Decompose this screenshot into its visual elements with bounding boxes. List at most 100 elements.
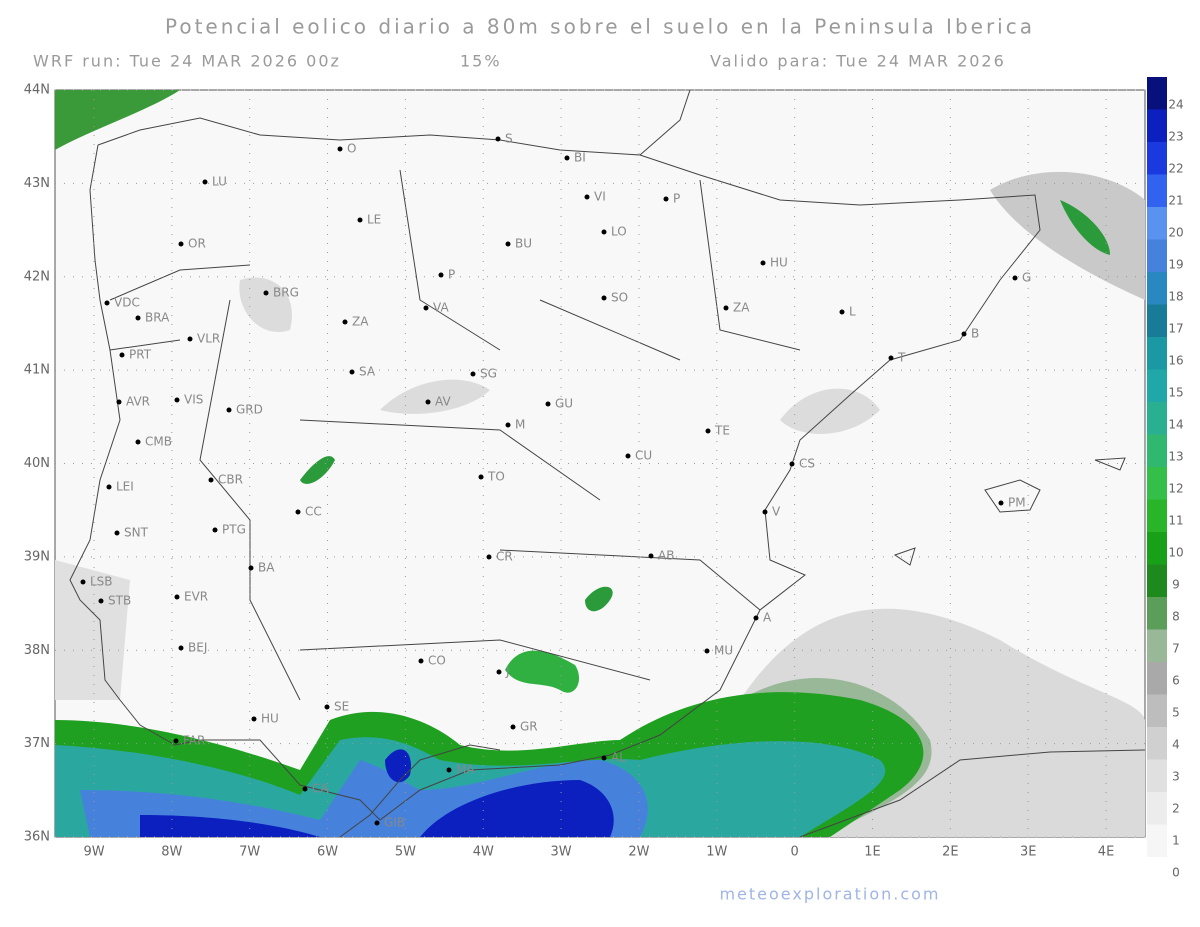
city-label: MU [714, 644, 733, 658]
colorbar-box [1147, 142, 1167, 175]
colorbar-box [1147, 597, 1167, 630]
city-dot [839, 309, 845, 315]
lon-label: 2E [942, 845, 959, 860]
city-label: P [673, 192, 680, 206]
city-dot [470, 371, 476, 377]
city-dot [349, 369, 355, 375]
city-dot [208, 477, 214, 483]
colorbar-label: 18 [1168, 290, 1183, 304]
city-dot [446, 767, 452, 773]
city-dot [753, 615, 759, 621]
city-dot [423, 305, 429, 311]
title: Potencial eolico diario a 80m sobre el s… [165, 15, 1035, 39]
lat-label: 38N [24, 643, 50, 658]
city-label: CC [305, 505, 322, 519]
lon-label: 1E [864, 845, 881, 860]
city-dot [226, 407, 232, 413]
city-label: AL [611, 751, 626, 765]
city-label: GIB [384, 816, 405, 830]
city-dot [663, 196, 669, 202]
lat-label: 41N [24, 363, 50, 378]
city-dot [961, 331, 967, 337]
run-label: WRF run: Tue 24 MAR 2026 00z [33, 52, 341, 71]
city-dot [173, 738, 179, 744]
city-label: ZA [352, 315, 369, 329]
city-dot [1012, 275, 1018, 281]
city-dot [178, 645, 184, 651]
lon-label: 2W [628, 845, 649, 860]
city-dot [760, 260, 766, 266]
city-label: SNT [124, 526, 149, 540]
colorbar-box [1147, 499, 1167, 532]
city-label: CA [312, 782, 329, 796]
city-dot [80, 579, 86, 585]
colorbar-label: 9 [1172, 578, 1180, 592]
city-label: GU [555, 397, 573, 411]
city-label: PM [1008, 496, 1026, 510]
colorbar-label: 8 [1172, 610, 1180, 624]
city-dot [106, 484, 112, 490]
city-dot [601, 755, 607, 761]
city-dot [648, 553, 654, 559]
city-dot [263, 290, 269, 296]
city-label: SA [359, 365, 376, 379]
colorbar-label: 0 [1172, 866, 1180, 880]
city-dot [374, 820, 380, 826]
lon-label: 3E [1020, 845, 1037, 860]
city-dot [418, 658, 424, 664]
city-label: STB [108, 594, 131, 608]
city-dot [324, 704, 330, 710]
lon-label: 3W [551, 845, 572, 860]
city-label: BEJ [188, 641, 207, 655]
city-dot [174, 397, 180, 403]
city-label: CBR [218, 473, 243, 487]
city-dot [545, 401, 551, 407]
city-label: BRA [145, 311, 170, 325]
city-dot [584, 194, 590, 200]
city-label: BU [515, 237, 532, 251]
colorbar-label: 24 [1168, 98, 1183, 112]
city-label: L [849, 305, 856, 319]
city-dot [248, 565, 254, 571]
colorbar-box [1147, 207, 1167, 240]
city-label: B [971, 327, 979, 341]
colorbar-label: 1 [1172, 834, 1180, 848]
city-label: LO [611, 225, 627, 239]
city-label: O [347, 142, 356, 156]
colorbar-label: 22 [1168, 162, 1183, 176]
city-label: J [505, 665, 510, 679]
colorbar-box [1147, 402, 1167, 435]
city-label: A [763, 611, 772, 625]
city-label: TE [714, 424, 730, 438]
city-label: SE [334, 700, 349, 714]
lon-label: 9W [83, 845, 104, 860]
city-label: CO [428, 654, 446, 668]
colorbar-label: 7 [1172, 642, 1180, 656]
city-label: AB [658, 549, 674, 563]
colorbar-label: 2 [1172, 802, 1180, 816]
colorbar-box [1147, 629, 1167, 662]
city-label: LU [212, 175, 227, 189]
city-label: ZA [733, 301, 750, 315]
colorbar-box [1147, 174, 1167, 207]
city-dot [505, 241, 511, 247]
city-dot [478, 474, 484, 480]
footer: meteoexploration.com [719, 885, 940, 904]
lon-label: 6W [317, 845, 338, 860]
colorbar-label: 11 [1168, 514, 1183, 528]
city-dot [495, 136, 501, 142]
city-label: EVR [184, 590, 208, 604]
colorbar-label: 10 [1168, 546, 1183, 560]
colorbar-label: 12 [1168, 482, 1183, 496]
lon-label: 0 [791, 845, 799, 860]
city-dot [202, 179, 208, 185]
city-label: GR [520, 720, 538, 734]
city-label: TO [487, 470, 505, 484]
lat-label: 40N [24, 456, 50, 471]
colorbar-label: 17 [1168, 322, 1183, 336]
lat-label: 44N [24, 83, 50, 98]
city-label: V [772, 505, 781, 519]
city-dot [302, 786, 308, 792]
city-dot [888, 355, 894, 361]
